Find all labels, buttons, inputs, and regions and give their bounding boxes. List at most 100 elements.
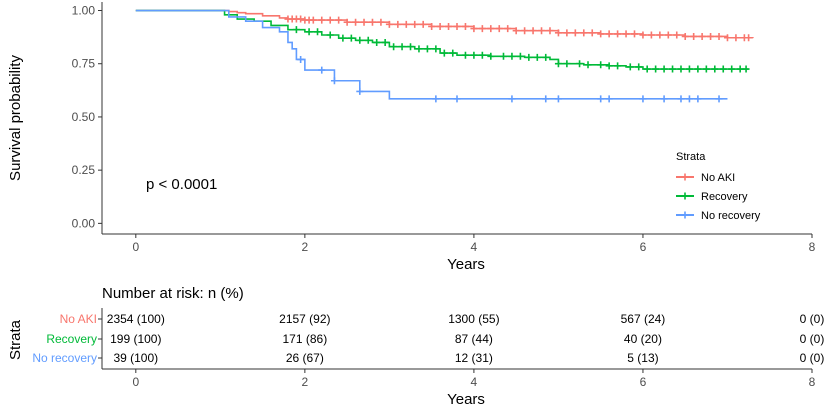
censor-mark: [423, 45, 431, 53]
censor-mark: [415, 45, 423, 53]
km-y-tick-label: 0.00: [72, 216, 96, 230]
risk-x-tick-label: 0: [132, 375, 139, 389]
censor-mark: [407, 43, 415, 51]
censor-mark: [297, 55, 305, 63]
legend-key-censor-icon: [681, 173, 689, 181]
km-x-tick-label: 8: [809, 240, 816, 254]
censor-mark: [305, 28, 313, 36]
censor-mark: [605, 62, 613, 70]
km-x-tick-label: 4: [471, 240, 478, 254]
censor-mark: [525, 53, 533, 61]
censor-mark: [461, 22, 469, 30]
km-line-no-recovery: [135, 9, 728, 100]
censor-mark: [402, 20, 410, 28]
censor-mark: [656, 31, 664, 39]
censor-mark: [643, 65, 651, 73]
censor-mark: [318, 16, 326, 24]
censor-mark: [563, 60, 571, 68]
censor-mark: [597, 95, 605, 103]
risk-row-label: No AKI: [60, 312, 97, 326]
risk-table-cell: 87 (44): [455, 332, 493, 346]
risk-table-cell: 39 (100): [113, 351, 158, 365]
censor-mark: [554, 95, 562, 103]
risk-table-cell: 2354 (100): [107, 312, 165, 326]
p-value-annotation: p < 0.0001: [146, 176, 217, 193]
censor-mark: [685, 65, 693, 73]
km-x-tick-label: 6: [640, 240, 647, 254]
censor-mark: [335, 16, 343, 24]
censor-mark: [487, 52, 495, 60]
censor-mark: [445, 22, 453, 30]
censor-mark: [309, 16, 317, 24]
risk-table-cell: 567 (24): [621, 312, 666, 326]
km-series-group: [135, 9, 754, 103]
legend-keys: No AKI Recovery No recovery: [676, 172, 761, 222]
censor-mark: [711, 65, 719, 73]
censor-mark: [681, 32, 689, 40]
censor-mark: [677, 95, 685, 103]
risk-table-cell: 1300 (55): [448, 312, 499, 326]
censor-mark: [605, 95, 613, 103]
censor-mark: [347, 34, 355, 42]
censor-marks-recovery: [292, 26, 750, 73]
censor-mark: [542, 53, 550, 61]
censor-mark: [339, 34, 347, 42]
censor-mark: [669, 65, 677, 73]
censor-mark: [554, 29, 562, 37]
censor-mark: [356, 87, 364, 95]
risk-x-tick-label: 6: [640, 375, 647, 389]
legend-label: Recovery: [701, 191, 748, 203]
censor-mark: [373, 38, 381, 46]
censor-mark: [647, 31, 655, 39]
censor-mark: [529, 27, 537, 35]
risk-table-cell: 26 (67): [286, 351, 324, 365]
km-x-axis-title: Years: [447, 256, 485, 273]
km-y-tick-label: 0.75: [72, 57, 96, 71]
censor-mark: [631, 30, 638, 38]
censor-mark: [487, 25, 495, 33]
km-x-tick-label: 0: [132, 240, 139, 254]
legend-label: No AKI: [701, 172, 735, 184]
censor-mark: [597, 61, 605, 69]
risk-table-cell: 199 (100): [110, 332, 161, 346]
censor-mark: [660, 95, 668, 103]
censor-mark: [698, 32, 706, 40]
censor-mark: [453, 95, 461, 103]
km-y-ticks: 0.00 0.25 0.50 0.75 1.00: [72, 4, 102, 230]
legend-key-censor-icon: [681, 192, 689, 200]
censor-mark: [516, 52, 524, 60]
censor-mark: [478, 51, 486, 59]
risk-table-title: Number at risk: n (%): [102, 285, 244, 302]
censor-mark: [715, 32, 723, 40]
censor-mark: [330, 77, 338, 85]
km-y-tick-label: 0.25: [72, 163, 96, 177]
censor-mark: [614, 62, 622, 70]
censor-mark: [533, 53, 541, 61]
censor-mark: [673, 31, 681, 39]
risk-row-label: No recovery: [32, 351, 97, 365]
risk-x-tick-label: 8: [809, 375, 816, 389]
censor-mark: [512, 27, 520, 35]
km-x-tick-label: 2: [302, 240, 309, 254]
censor-mark: [343, 18, 351, 26]
censor-mark: [694, 65, 702, 73]
risk-table-cell: 12 (31): [455, 351, 493, 365]
censor-mark: [461, 51, 469, 59]
censor-mark: [660, 65, 668, 73]
censor-mark: [664, 31, 672, 39]
censor-mark: [508, 95, 516, 103]
censor-marks-no-recovery: [297, 55, 723, 103]
censor-mark: [597, 30, 605, 38]
censor-mark: [440, 49, 448, 57]
censor-mark: [639, 31, 647, 39]
risk-table-cell: 40 (20): [624, 332, 662, 346]
censor-mark: [538, 27, 546, 35]
censor-mark: [639, 95, 647, 103]
censor-mark: [499, 52, 507, 60]
risk-table-cell: 0 (0): [800, 312, 825, 326]
censor-mark: [449, 49, 457, 57]
censor-mark: [685, 95, 693, 103]
censor-mark: [723, 34, 731, 42]
censor-mark: [622, 30, 630, 38]
